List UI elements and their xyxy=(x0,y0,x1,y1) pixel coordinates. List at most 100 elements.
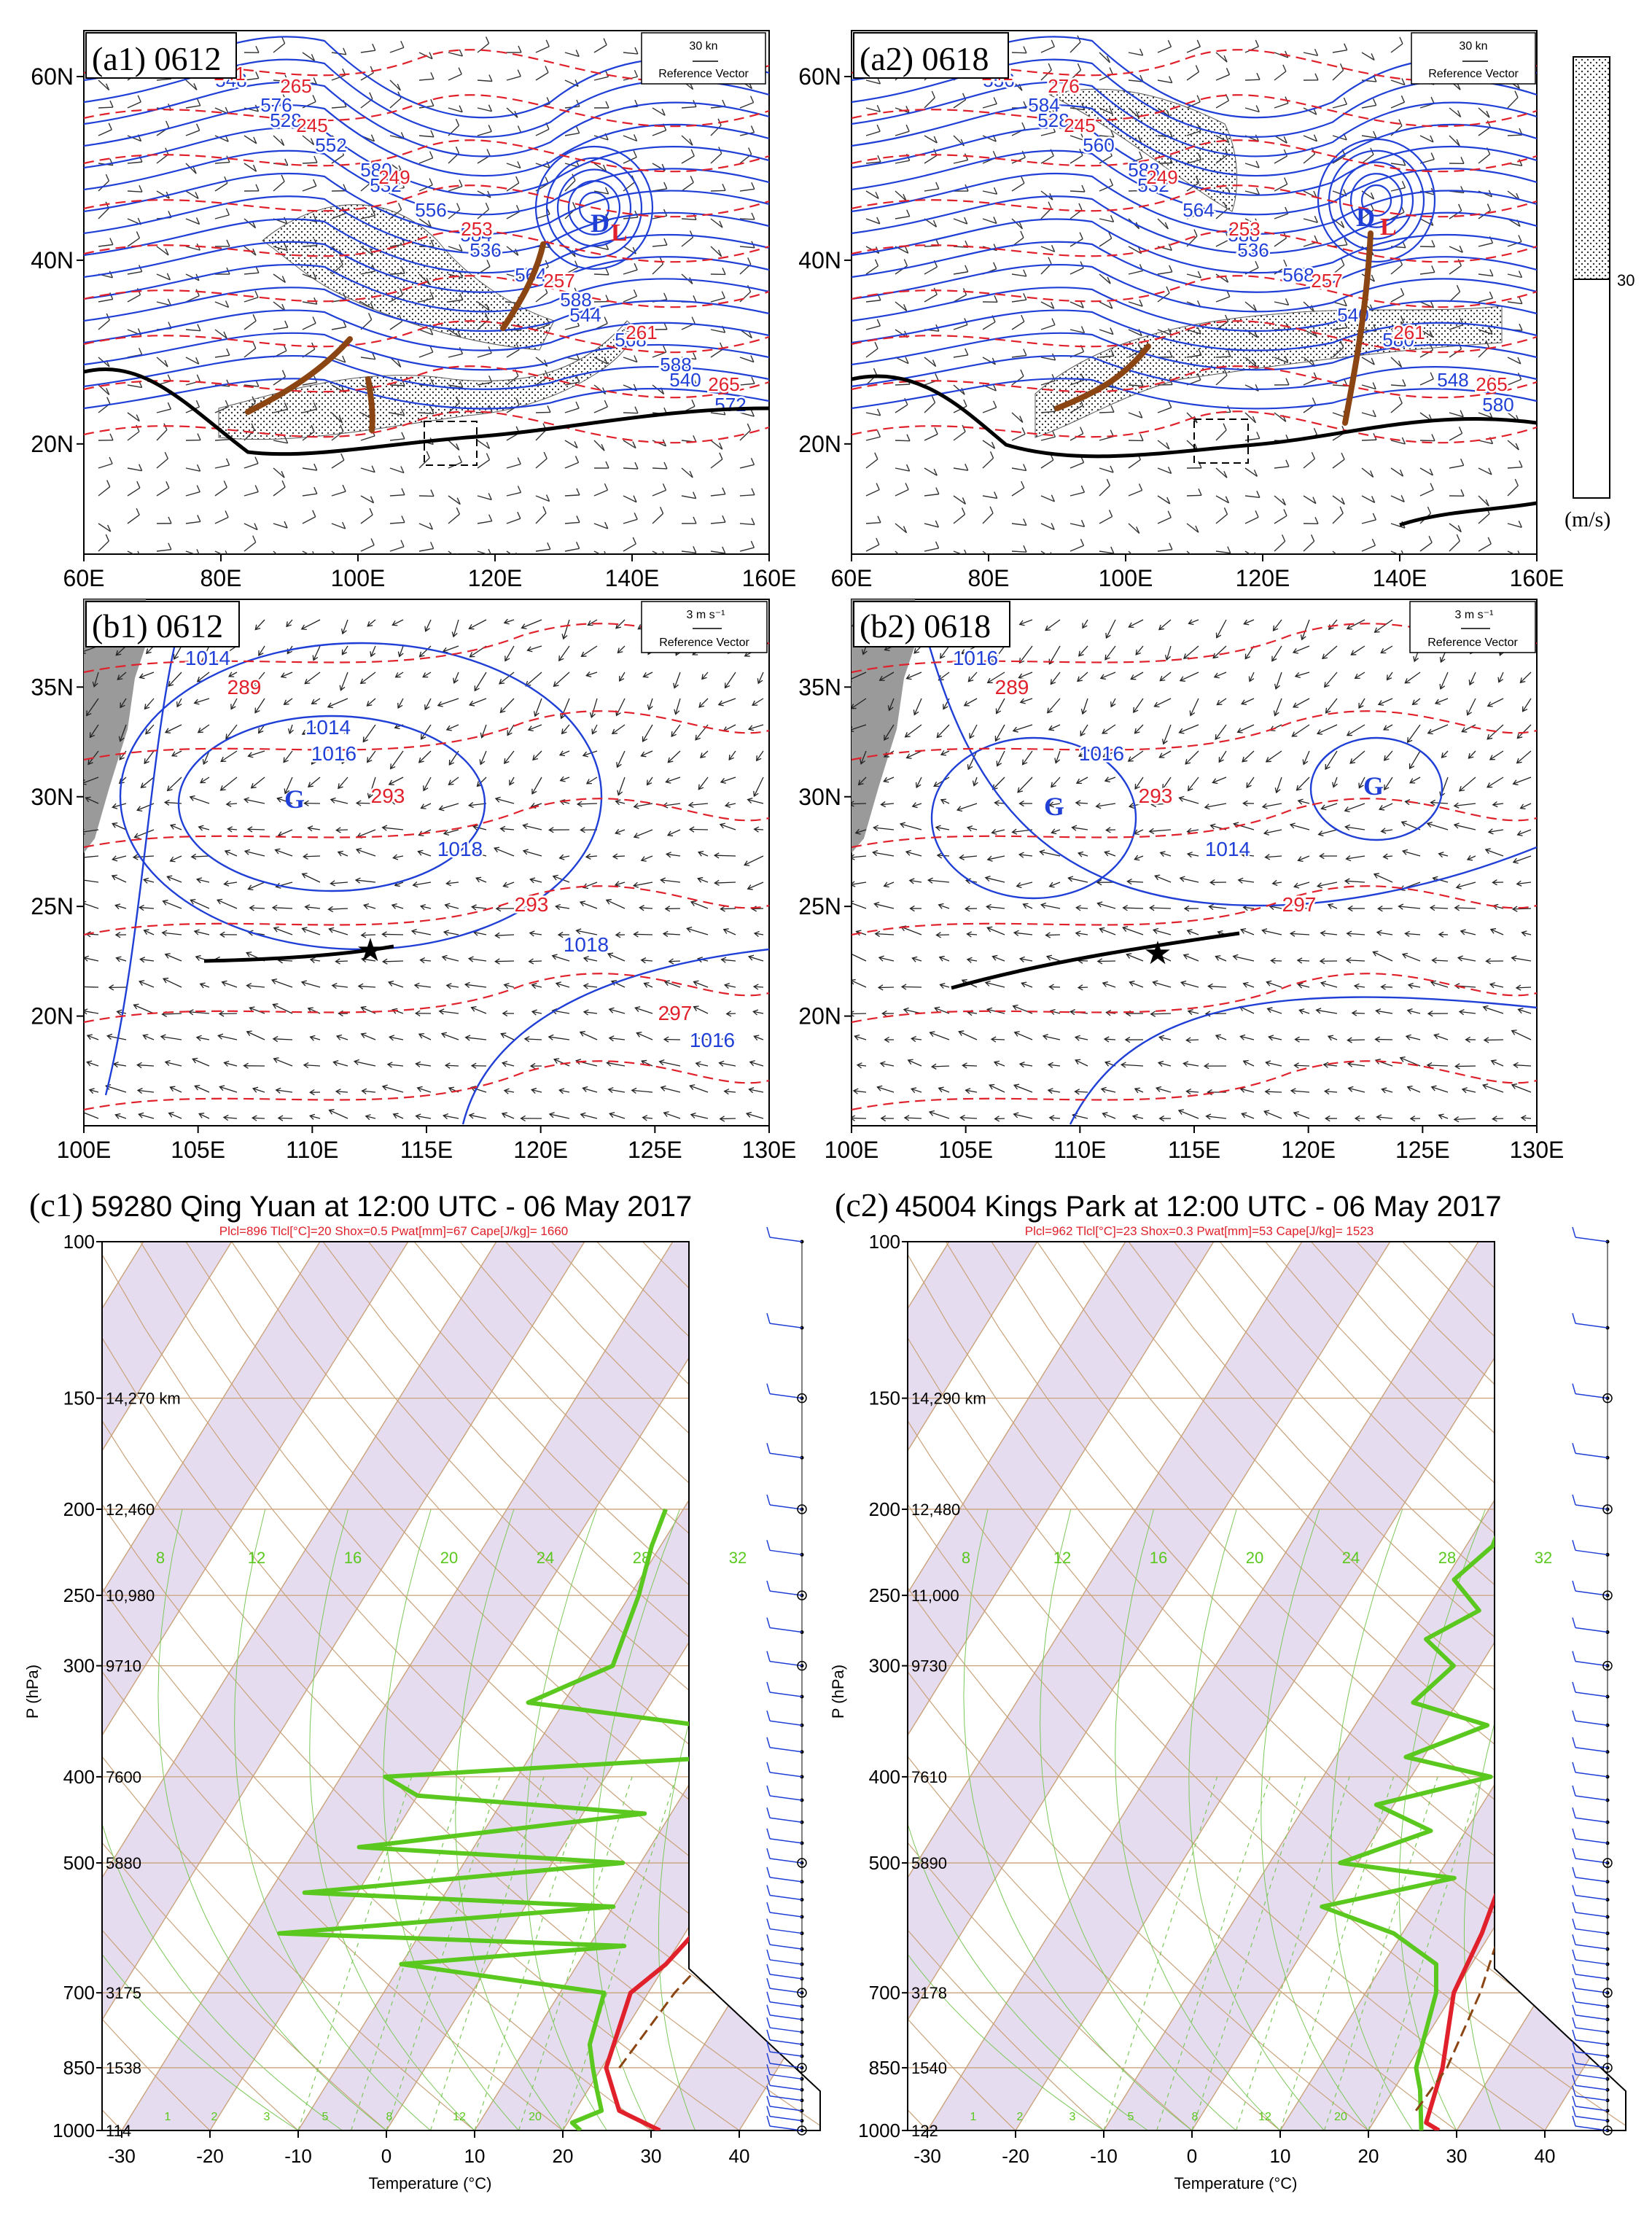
wind-arrow-head xyxy=(443,829,450,836)
wind-arrow xyxy=(338,851,348,857)
geopotential-label: 556 xyxy=(415,199,446,221)
wind-barb-flag xyxy=(766,2085,771,2096)
wind-arrow-head xyxy=(1018,800,1024,807)
wind-arrow-head xyxy=(84,779,87,785)
wind-arrow-head xyxy=(1242,981,1249,988)
wind-barb-flag xyxy=(372,352,376,360)
wind-arrow-head xyxy=(1429,904,1435,911)
wind-barb-flag xyxy=(1252,304,1258,311)
wind-arrow xyxy=(1316,1009,1338,1014)
wind-barb xyxy=(1186,71,1199,81)
wind-barb xyxy=(506,163,521,169)
wind-barb-flag xyxy=(876,429,881,437)
wind-arrow xyxy=(437,698,459,707)
wind-arrow-head xyxy=(1427,1010,1433,1017)
wind-barb-flag xyxy=(1313,427,1318,435)
wind-barb xyxy=(1128,329,1142,337)
wind-arrow-head xyxy=(753,826,760,833)
wind-arrow xyxy=(1511,957,1532,962)
wind-arrow-head xyxy=(938,1086,944,1093)
wind-arrow xyxy=(286,619,293,627)
wind-arrow-head xyxy=(1344,878,1350,884)
wind-barb xyxy=(1478,273,1493,277)
wind-barb xyxy=(1157,46,1172,53)
wind-arrow xyxy=(607,1062,626,1067)
wind-arrow xyxy=(244,798,265,804)
wind-barb-flag xyxy=(663,182,668,190)
wind-barb xyxy=(623,135,637,142)
wind-barb xyxy=(1244,301,1257,312)
wind-barb xyxy=(185,273,200,281)
wind-barb xyxy=(1575,1877,1608,1883)
wind-arrow xyxy=(906,672,922,680)
wind-arrow-head xyxy=(664,906,671,912)
wind-barb xyxy=(1099,515,1113,524)
wind-barb-flag xyxy=(873,367,878,375)
wind-arrow xyxy=(563,619,570,639)
wind-arrow-head xyxy=(852,726,854,733)
wind-arrow-head xyxy=(1074,1089,1080,1095)
wind-barb-flag xyxy=(903,304,908,311)
wind-barb-flag xyxy=(1048,63,1052,71)
wind-arrow xyxy=(1179,797,1199,804)
wind-barb xyxy=(273,327,288,330)
wind-arrow-head xyxy=(666,852,671,858)
pressure-tick-label: 700 xyxy=(63,1982,95,2004)
wind-arrow-head xyxy=(526,646,533,653)
wind-barb-flag xyxy=(1284,177,1288,184)
geopotential-label: 588 xyxy=(660,354,691,375)
pressure-tick-label: 850 xyxy=(63,2057,95,2079)
wind-arrow xyxy=(1325,698,1338,714)
wind-barb-flag xyxy=(1458,203,1462,211)
wind-arrow-head xyxy=(1048,801,1055,808)
wind-barb xyxy=(1449,265,1462,275)
low-center-contour xyxy=(1339,161,1414,240)
wind-arrow-head xyxy=(854,828,861,835)
wind-barb-flag xyxy=(1255,105,1260,112)
wind-arrow-head xyxy=(390,798,397,805)
wind-barb-flag xyxy=(661,109,666,116)
wind-barb-flag xyxy=(312,550,315,554)
wind-arrow-head xyxy=(389,763,396,770)
wind-arrow xyxy=(1511,1030,1532,1040)
temperature-tick-label: 30 xyxy=(641,2145,662,2167)
mixing-ratio-label: 12 xyxy=(248,1549,265,1567)
wind-arrow-head xyxy=(251,1115,257,1121)
wind-barb-flag xyxy=(1341,553,1342,554)
wind-barb xyxy=(623,543,636,552)
wind-barb-flag xyxy=(517,69,521,77)
wind-barb xyxy=(593,76,609,81)
wind-arrow xyxy=(1051,829,1061,833)
wind-arrow xyxy=(635,1007,653,1014)
wind-barb xyxy=(506,107,518,118)
wind-barb-flag xyxy=(933,468,938,476)
wind-arrow-head xyxy=(852,881,856,887)
wind-arrow-head xyxy=(1379,805,1385,811)
wind-barb-flag xyxy=(876,319,881,327)
wind-arrow-head xyxy=(1075,800,1081,806)
wind-arrow-head xyxy=(1240,699,1247,706)
wind-arrow-head xyxy=(1383,755,1390,761)
wind-arrow-head xyxy=(878,675,885,681)
wind-barb xyxy=(865,131,881,136)
panel-a1-refvec-label: Reference Vector xyxy=(658,68,749,80)
wind-arrow-head xyxy=(87,759,93,766)
wind-barb-flag xyxy=(605,101,609,109)
wind-arrow xyxy=(583,985,598,988)
wind-arrow-head xyxy=(1103,1036,1110,1043)
wind-arrow xyxy=(329,1109,348,1119)
wind-arrow xyxy=(1216,619,1227,638)
wind-arrow xyxy=(938,904,950,909)
wind-arrow-head xyxy=(1100,1086,1107,1093)
wind-barb-flag xyxy=(196,464,201,472)
wind-barb-flag xyxy=(876,408,881,416)
wind-barb xyxy=(1390,294,1404,303)
wind-arrow xyxy=(524,1038,542,1040)
wind-barb-flag xyxy=(488,104,493,112)
wind-barb xyxy=(1575,1323,1608,1328)
wind-barb xyxy=(1449,107,1462,118)
wind-arrow xyxy=(1487,777,1504,788)
wind-barb-flag xyxy=(1572,1934,1576,1945)
wind-arrow xyxy=(1348,1087,1365,1093)
wind-arrow xyxy=(137,1064,155,1067)
